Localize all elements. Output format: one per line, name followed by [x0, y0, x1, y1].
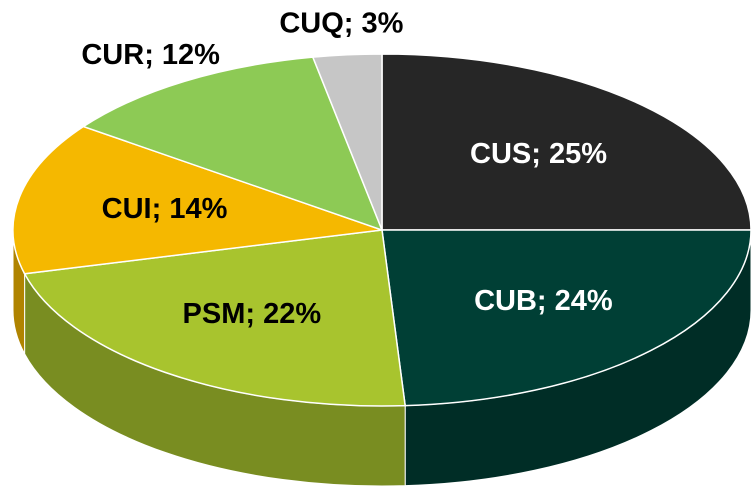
slice-label: CUB; 24%: [474, 285, 613, 317]
slice-label: PSM; 22%: [183, 298, 322, 330]
slice: [12, 125, 383, 275]
slice-label: CUR; 12%: [81, 39, 220, 71]
slice-label: CUQ; 3%: [279, 8, 403, 40]
slice-label: CUS; 25%: [470, 138, 607, 170]
slice: [381, 53, 751, 231]
slice-label: CUI; 14%: [102, 193, 228, 225]
slice: [311, 53, 383, 231]
slice: [23, 229, 407, 407]
slice: [381, 229, 751, 407]
slice: [81, 56, 384, 232]
